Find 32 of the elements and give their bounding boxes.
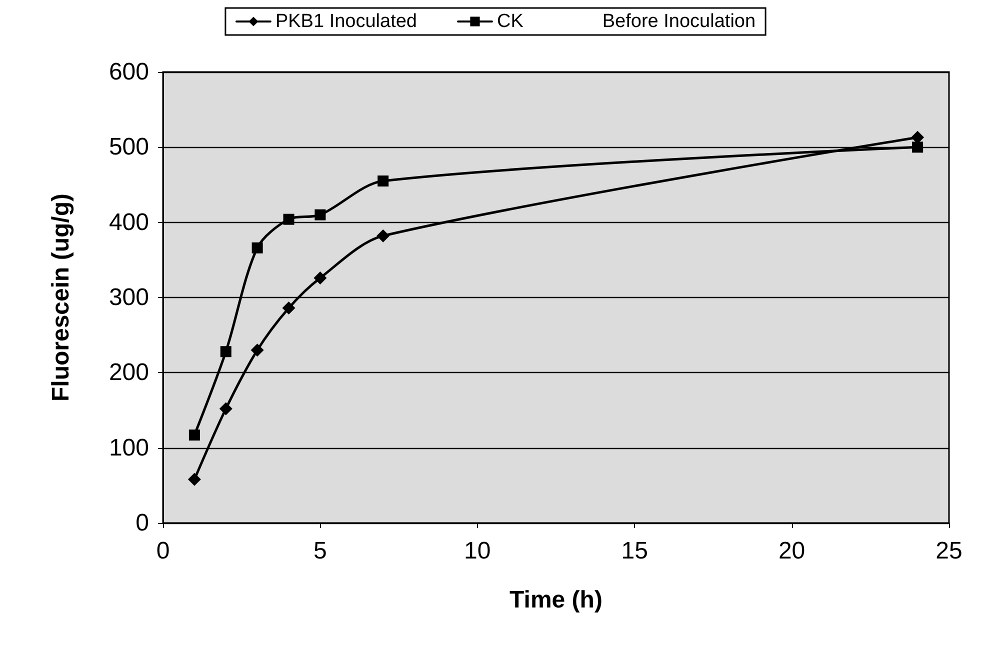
point (912, 142, 924, 153)
y-tick-label: 200 (108, 359, 149, 386)
x-tick-label: 0 (156, 538, 170, 564)
y-tick-label: 400 (108, 208, 149, 236)
point (283, 214, 294, 225)
x-tick-label: 5 (314, 538, 327, 564)
x-tick-label: 20 (778, 538, 806, 564)
y-tick-label: 500 (108, 134, 149, 161)
point (282, 302, 296, 315)
y-tick-label: 300 (108, 284, 149, 311)
point (188, 430, 200, 441)
point (220, 346, 232, 358)
x-tick-label: 25 (936, 538, 962, 564)
y-tick-label: 0 (136, 510, 149, 536)
point (314, 271, 327, 284)
point (314, 209, 326, 220)
x-axis-title: Time (h) (510, 586, 602, 614)
text: Before Inoculation (602, 11, 756, 32)
x-tick-label: 15 (621, 538, 648, 564)
y-tick-label: 600 (108, 58, 149, 86)
point (911, 130, 924, 144)
point (376, 229, 390, 242)
point (252, 242, 263, 254)
point (250, 344, 264, 357)
point (378, 175, 389, 186)
point (219, 402, 232, 416)
legend-label: PKB1 Inoculated (275, 11, 417, 32)
legend-label: CK (496, 11, 524, 32)
y-tick-label: 100 (108, 434, 149, 462)
y-axis-title: Fluorescein (ug/g) (48, 193, 74, 402)
point (188, 472, 201, 486)
x-tick-label: 10 (464, 538, 491, 564)
